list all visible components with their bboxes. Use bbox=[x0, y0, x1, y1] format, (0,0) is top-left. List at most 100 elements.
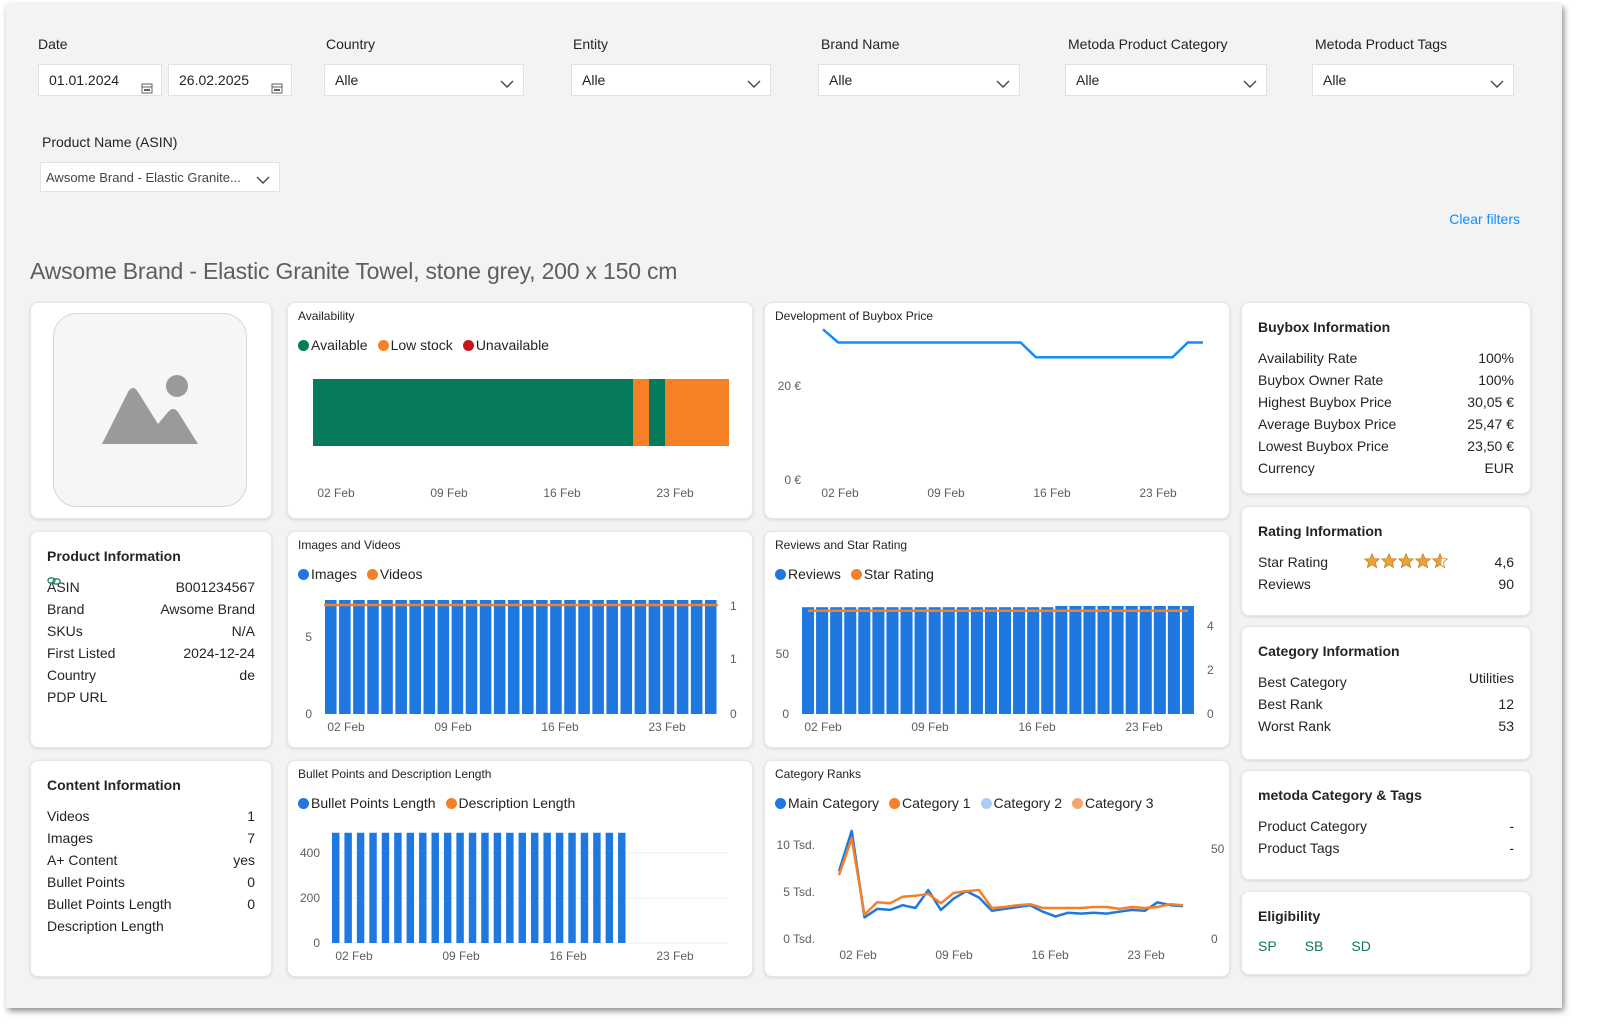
y-tick-label: 0 Tsd. bbox=[783, 932, 815, 946]
images-videos-card: Images and Videos Images Videos 0 5 0 1 1 02 … bbox=[287, 531, 753, 748]
metoda-info-rows: Product Category - Product Tags - bbox=[1258, 815, 1514, 859]
entity-select[interactable]: Alle bbox=[571, 64, 771, 96]
buybox-price-chart: 0 € 20 € 02 Feb 09 Feb 16 Feb 23 Feb bbox=[778, 328, 1203, 500]
reviews-bar bbox=[1013, 607, 1026, 714]
clear-filters-link[interactable]: Clear filters bbox=[1449, 211, 1520, 227]
metoda-info-title: metoda Category & Tags bbox=[1258, 787, 1422, 803]
images-bar bbox=[395, 600, 407, 714]
chevron-down-icon bbox=[499, 72, 515, 103]
content-info-card: Content Information Videos 1 Images 7 A+ C… bbox=[30, 760, 272, 977]
legend-item-bullet-length: Bullet Points Length bbox=[298, 795, 436, 811]
x-tick-label: 09 Feb bbox=[442, 949, 480, 963]
images-bar bbox=[690, 600, 703, 714]
x-tick-label: 16 Feb bbox=[549, 949, 587, 963]
images-bar bbox=[479, 600, 492, 714]
reviews-bar bbox=[1139, 606, 1152, 714]
x-tick-label: 02 Feb bbox=[804, 720, 842, 734]
reviews-bar bbox=[830, 607, 843, 714]
product-info-title: Product Information bbox=[47, 548, 181, 564]
calendar-icon[interactable] bbox=[271, 74, 283, 105]
y-tick-label: 1 bbox=[730, 652, 737, 666]
bullet-length-bar bbox=[518, 832, 526, 943]
eligibility-card: Eligibility SP SB SD bbox=[1241, 891, 1531, 975]
reviews-bar bbox=[914, 607, 927, 714]
bullet-length-bar bbox=[381, 832, 390, 943]
info-row: SKUs N/A bbox=[47, 623, 255, 639]
star-icon bbox=[1431, 552, 1449, 569]
availability-bar-segment bbox=[665, 379, 729, 446]
images-bar bbox=[676, 600, 689, 714]
product-info-rows: ASIN B001234567 Brand Awsome Brand SKUs N/A… bbox=[47, 576, 255, 708]
info-row: Lowest Buybox Price 23,50 € bbox=[1258, 438, 1514, 454]
info-row: A+ Content yes bbox=[47, 852, 255, 868]
star-icon bbox=[1397, 552, 1415, 569]
buybox-info-rows: Availability Rate 100% Buybox Owner Rate 1… bbox=[1258, 347, 1514, 479]
availability-bar-segment bbox=[633, 379, 649, 446]
bullet-length-bar bbox=[419, 832, 427, 943]
tags-select[interactable]: Alle bbox=[1312, 64, 1514, 96]
info-row: Images 7 bbox=[47, 830, 255, 846]
info-row: Description Length bbox=[47, 918, 164, 934]
info-row: PDP URL bbox=[47, 577, 255, 708]
product-select[interactable]: Awsome Brand - Elastic Granite... bbox=[40, 162, 280, 192]
y-tick-label: 200 bbox=[300, 891, 320, 905]
content-info-rows: Videos 1 Images 7 A+ Content yes Bullet Poi… bbox=[47, 805, 255, 937]
buybox-chart-title: Development of Buybox Price bbox=[775, 309, 934, 323]
brand-select-value: Alle bbox=[829, 72, 853, 88]
tags-select-value: Alle bbox=[1323, 72, 1347, 88]
metoda-info-card: metoda Category & Tags Product Category -… bbox=[1241, 770, 1531, 880]
images-bar bbox=[353, 600, 365, 714]
eligibility-item: SD bbox=[1351, 938, 1371, 954]
images-bar bbox=[620, 600, 633, 714]
legend-dot-icon bbox=[366, 569, 378, 580]
chevron-down-icon bbox=[995, 72, 1011, 103]
reviews-bar bbox=[872, 607, 885, 714]
image-placeholder bbox=[53, 313, 247, 507]
bullet-length-bar bbox=[406, 832, 415, 943]
availability-chart-title: Availability bbox=[298, 309, 355, 323]
reviews-bar bbox=[802, 607, 815, 714]
category-ranks-chart-title: Category Ranks bbox=[775, 767, 862, 781]
date-end-input[interactable]: 26.02.2025 bbox=[168, 64, 292, 96]
buybox-price-card: Development of Buybox Price 0 € 20 € 02 Fe… bbox=[764, 302, 1230, 519]
info-row: Worst Rank 53 bbox=[1258, 718, 1514, 734]
images-bar bbox=[367, 600, 379, 714]
x-tick-label: 09 Feb bbox=[434, 720, 472, 734]
x-tick-label: 09 Feb bbox=[430, 486, 468, 500]
dashboard-frame: Date 01.01.2024 26.02.2025 Country Alle … bbox=[6, 4, 1562, 1008]
category-info-rows: Best Category Utilities Best Rank 12 Worst… bbox=[1258, 670, 1514, 737]
entity-select-value: Alle bbox=[582, 72, 606, 88]
info-row: Brand Awsome Brand bbox=[47, 601, 255, 617]
images-bar bbox=[634, 600, 647, 714]
eligibility-title: Eligibility bbox=[1258, 908, 1321, 924]
date-filter-label: Date bbox=[38, 36, 68, 52]
brand-filter-label: Brand Name bbox=[821, 36, 900, 52]
country-select[interactable]: Alle bbox=[324, 64, 524, 96]
images-videos-legend: Images Videos bbox=[298, 566, 426, 582]
legend-dot-icon bbox=[298, 569, 309, 580]
x-tick-label: 23 Feb bbox=[656, 486, 694, 500]
calendar-icon[interactable] bbox=[141, 74, 153, 105]
reviews-bar bbox=[1111, 606, 1124, 714]
images-bar bbox=[648, 600, 661, 714]
reviews-bar bbox=[1041, 607, 1054, 714]
legend-item-category-3: Category 3 bbox=[1072, 795, 1154, 811]
brand-select[interactable]: Alle bbox=[818, 64, 1020, 96]
info-row: Availability Rate 100% bbox=[1258, 350, 1514, 366]
legend-dot-icon bbox=[377, 340, 389, 351]
images-bar bbox=[339, 600, 351, 714]
x-tick-label: 02 Feb bbox=[839, 948, 877, 962]
legend-item-main-category: Main Category bbox=[775, 795, 879, 811]
y-tick-label: 400 bbox=[300, 846, 320, 860]
legend-item-category-2: Category 2 bbox=[980, 795, 1062, 811]
x-tick-label: 16 Feb bbox=[543, 486, 581, 500]
reviews-bar bbox=[1027, 607, 1040, 714]
date-start-input[interactable]: 01.01.2024 bbox=[38, 64, 162, 96]
y-tick-label: 20 € bbox=[778, 379, 802, 393]
images-bar bbox=[606, 600, 618, 714]
bullet-length-bar bbox=[356, 832, 365, 943]
category-info-card: Category Information Best Category Utilit… bbox=[1241, 626, 1531, 760]
rating-info-title: Rating Information bbox=[1258, 523, 1383, 539]
images-bar bbox=[325, 600, 337, 714]
category-select[interactable]: Alle bbox=[1065, 64, 1267, 96]
